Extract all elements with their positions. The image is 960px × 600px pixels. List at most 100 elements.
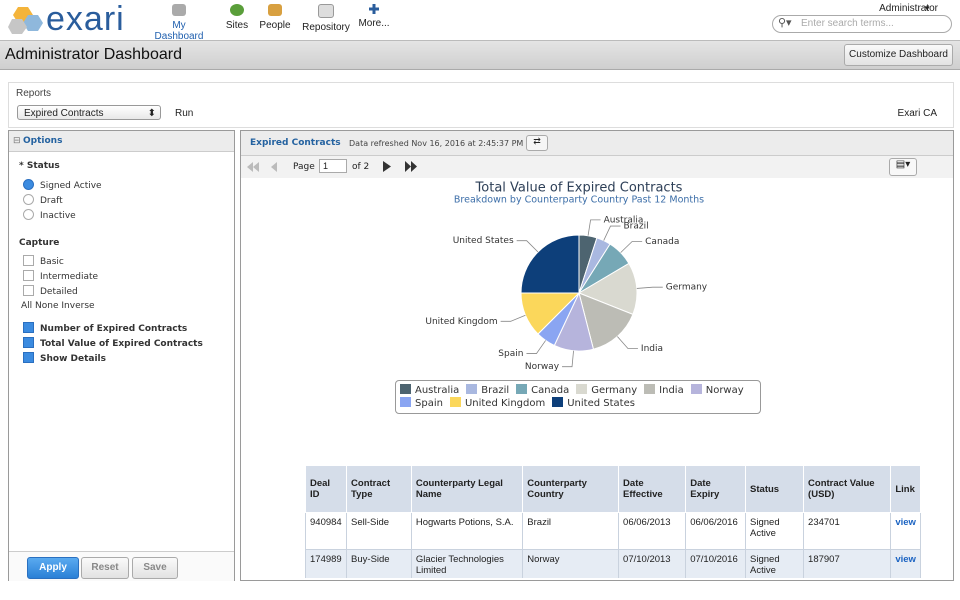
table-cell: 187907 [804,550,891,579]
nav-label[interactable]: My Dashboard [155,20,204,42]
legend-item[interactable]: Spain [400,397,443,410]
report-select[interactable]: Expired Contracts⬍ [17,105,161,120]
checkbox-option[interactable]: Intermediate [23,270,98,282]
site-name: Exari CA [898,108,937,119]
leader-line [526,340,545,353]
details-table: Deal IDContract TypeCounterparty Legal N… [305,465,921,578]
checkbox-option[interactable]: Detailed [23,285,78,297]
legend-swatch [576,384,587,394]
leader-line [501,315,526,321]
column-header: Date Effective [619,466,686,513]
cell-text: Hogwarts Potions, S.A. [416,517,514,528]
checkbox-option[interactable]: Show Details [23,352,106,364]
legend-swatch [450,397,461,407]
column-header: Counterparty Legal Name [411,466,522,513]
reset-button[interactable]: Reset [81,557,129,579]
search-icon[interactable]: ⚲▾ [778,16,792,29]
nav-item[interactable]: More... [358,4,390,29]
legend-item[interactable]: Brazil [466,384,509,397]
refresh-button[interactable]: ⇄ [526,135,548,151]
column-header: Link [891,466,921,513]
checkbox-option[interactable]: Number of Expired Contracts [23,322,187,334]
page-input[interactable]: 1 [319,159,347,173]
column-header: Contract Type [347,466,412,513]
nav-item[interactable]: People [258,4,292,31]
control[interactable] [23,322,34,333]
legend-swatch [400,384,411,394]
control[interactable] [23,194,34,205]
export-button[interactable]: ▤▾ [889,158,917,176]
table: Deal IDContract TypeCounterparty Legal N… [305,465,921,578]
table-cell: 06/06/2016 [686,513,746,550]
control[interactable] [23,209,34,220]
link[interactable]: Inverse [61,301,94,311]
refreshed-text: Data refreshed Nov 16, 2016 at 2:45:37 P… [349,139,523,148]
checkbox-option[interactable]: Basic [23,255,64,267]
legend-item[interactable]: Australia [400,384,459,397]
capture-links: All None Inverse [21,301,95,311]
legend-item[interactable]: India [644,384,684,397]
nav-label[interactable]: More... [358,18,389,29]
search-placeholder: Enter search terms... [801,18,894,29]
legend-swatch [466,384,477,394]
pager: Page 1 of 2 ▤▾ [241,156,953,178]
options-panel: ⊟ Options * Status Capture All None Inve… [8,130,235,581]
button-bar: Apply Reset Save [9,551,234,581]
table-row: 940984Sell-SideHogwarts Potions, S.A.Bra… [306,513,921,550]
control[interactable] [23,285,34,296]
report-tab[interactable]: Expired Contracts [250,138,341,148]
run-link[interactable]: Run [175,108,193,119]
option-label: Total Value of Expired Contracts [40,339,203,349]
nav-label[interactable]: People [259,20,290,31]
nav-item[interactable]: My Dashboard [148,4,210,42]
pager-next[interactable] [381,160,425,173]
table-cell: Signed Active [746,513,804,550]
option-label: Show Details [40,354,106,364]
table-cell: 07/10/2016 [686,550,746,579]
leader-line [637,287,663,288]
radio-option[interactable]: Signed Active [23,179,102,191]
nav-item[interactable]: Sites [222,4,252,31]
control[interactable] [23,337,34,348]
logo[interactable]: exari [46,0,125,39]
view-link[interactable]: view [895,554,916,565]
legend-label: United States [567,398,635,409]
apply-button[interactable]: Apply [27,557,79,579]
nav-label[interactable]: Repository [302,22,350,33]
save-button[interactable]: Save [132,557,178,579]
table-cell: Signed Active [746,550,804,579]
legend-item[interactable]: United States [552,397,635,410]
search-box[interactable]: Enter search terms... ⚲▾ [772,15,952,33]
legend-item[interactable]: United Kingdom [450,397,545,410]
slice-label: Brazil [624,222,649,232]
report-header: Expired Contracts Data refreshed Nov 16,… [241,131,953,156]
control[interactable] [23,179,34,190]
options-title[interactable]: Options [23,136,62,146]
header-row: Deal IDContract TypeCounterparty Legal N… [306,466,921,513]
capture-label: Capture [19,238,59,248]
link[interactable]: None [35,301,58,311]
leader-line [562,351,574,367]
legend-item[interactable]: Germany [576,384,637,397]
radio-option[interactable]: Draft [23,194,63,206]
radio-option[interactable]: Inactive [23,209,76,221]
legend-swatch [644,384,655,394]
column-header: Contract Value (USD) [804,466,891,513]
table-cell: 174989 [306,550,347,579]
nav-item[interactable]: Repository [300,4,352,33]
control[interactable] [23,255,34,266]
checkbox-option[interactable]: Total Value of Expired Contracts [23,337,203,349]
control[interactable] [23,352,34,363]
customize-button[interactable]: Customize Dashboard [844,44,953,66]
leader-line [588,220,601,236]
cell-text: Brazil [527,517,551,528]
link[interactable]: All [21,301,32,311]
control[interactable] [23,270,34,281]
view-link[interactable]: view [895,517,916,528]
option-label: Number of Expired Contracts [40,324,187,334]
legend-item[interactable]: Canada [516,384,569,397]
legend-label: United Kingdom [465,398,545,409]
nav-label[interactable]: Sites [226,20,248,31]
legend-item[interactable]: Norway [691,384,744,397]
